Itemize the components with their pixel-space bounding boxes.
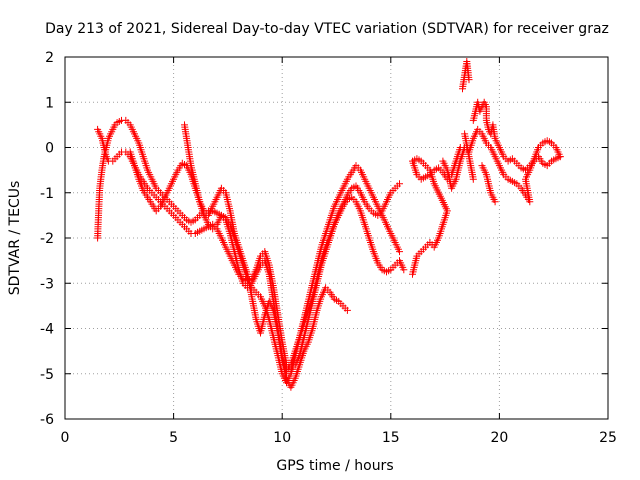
y-tick-label: 1 [45, 95, 54, 111]
y-tick-label: -6 [40, 412, 54, 428]
y-axis-label: SDTVAR / TECUs [7, 181, 23, 296]
data-point-marker [343, 306, 351, 314]
data-point-marker [400, 266, 408, 274]
x-axis-label: GPS time / hours [276, 458, 393, 474]
x-tick-label: 5 [169, 430, 178, 446]
data-point-marker [396, 248, 403, 256]
data-point-marker [491, 198, 499, 206]
y-tick-label: -4 [40, 322, 54, 338]
data-points [94, 58, 564, 391]
x-tick-label: 10 [273, 430, 291, 446]
data-point-marker [465, 76, 473, 84]
x-tick-label: 15 [382, 430, 400, 446]
x-tick-label: 25 [599, 430, 617, 446]
y-tick-label: -5 [40, 367, 54, 383]
grid-lines [65, 57, 608, 419]
chart-title: Day 213 of 2021, Sidereal Day-to-day VTE… [45, 21, 609, 37]
data-point-marker [469, 175, 477, 183]
y-tick-label: 2 [45, 50, 54, 66]
y-tick-label: -2 [40, 231, 54, 247]
y-tick-label: -3 [40, 276, 54, 292]
y-tick-label: 0 [45, 141, 54, 157]
axis-ticks: 0 5 10 15 20 25 -6 -5 -4 -3 -2 -1 0 1 2 [40, 50, 617, 446]
plot-frame [64, 56, 609, 420]
x-tick-label: 0 [61, 430, 70, 446]
data-point-marker [556, 153, 564, 161]
data-point-marker [396, 180, 403, 188]
x-tick-label: 20 [490, 430, 508, 446]
y-tick-label: -1 [40, 186, 54, 202]
